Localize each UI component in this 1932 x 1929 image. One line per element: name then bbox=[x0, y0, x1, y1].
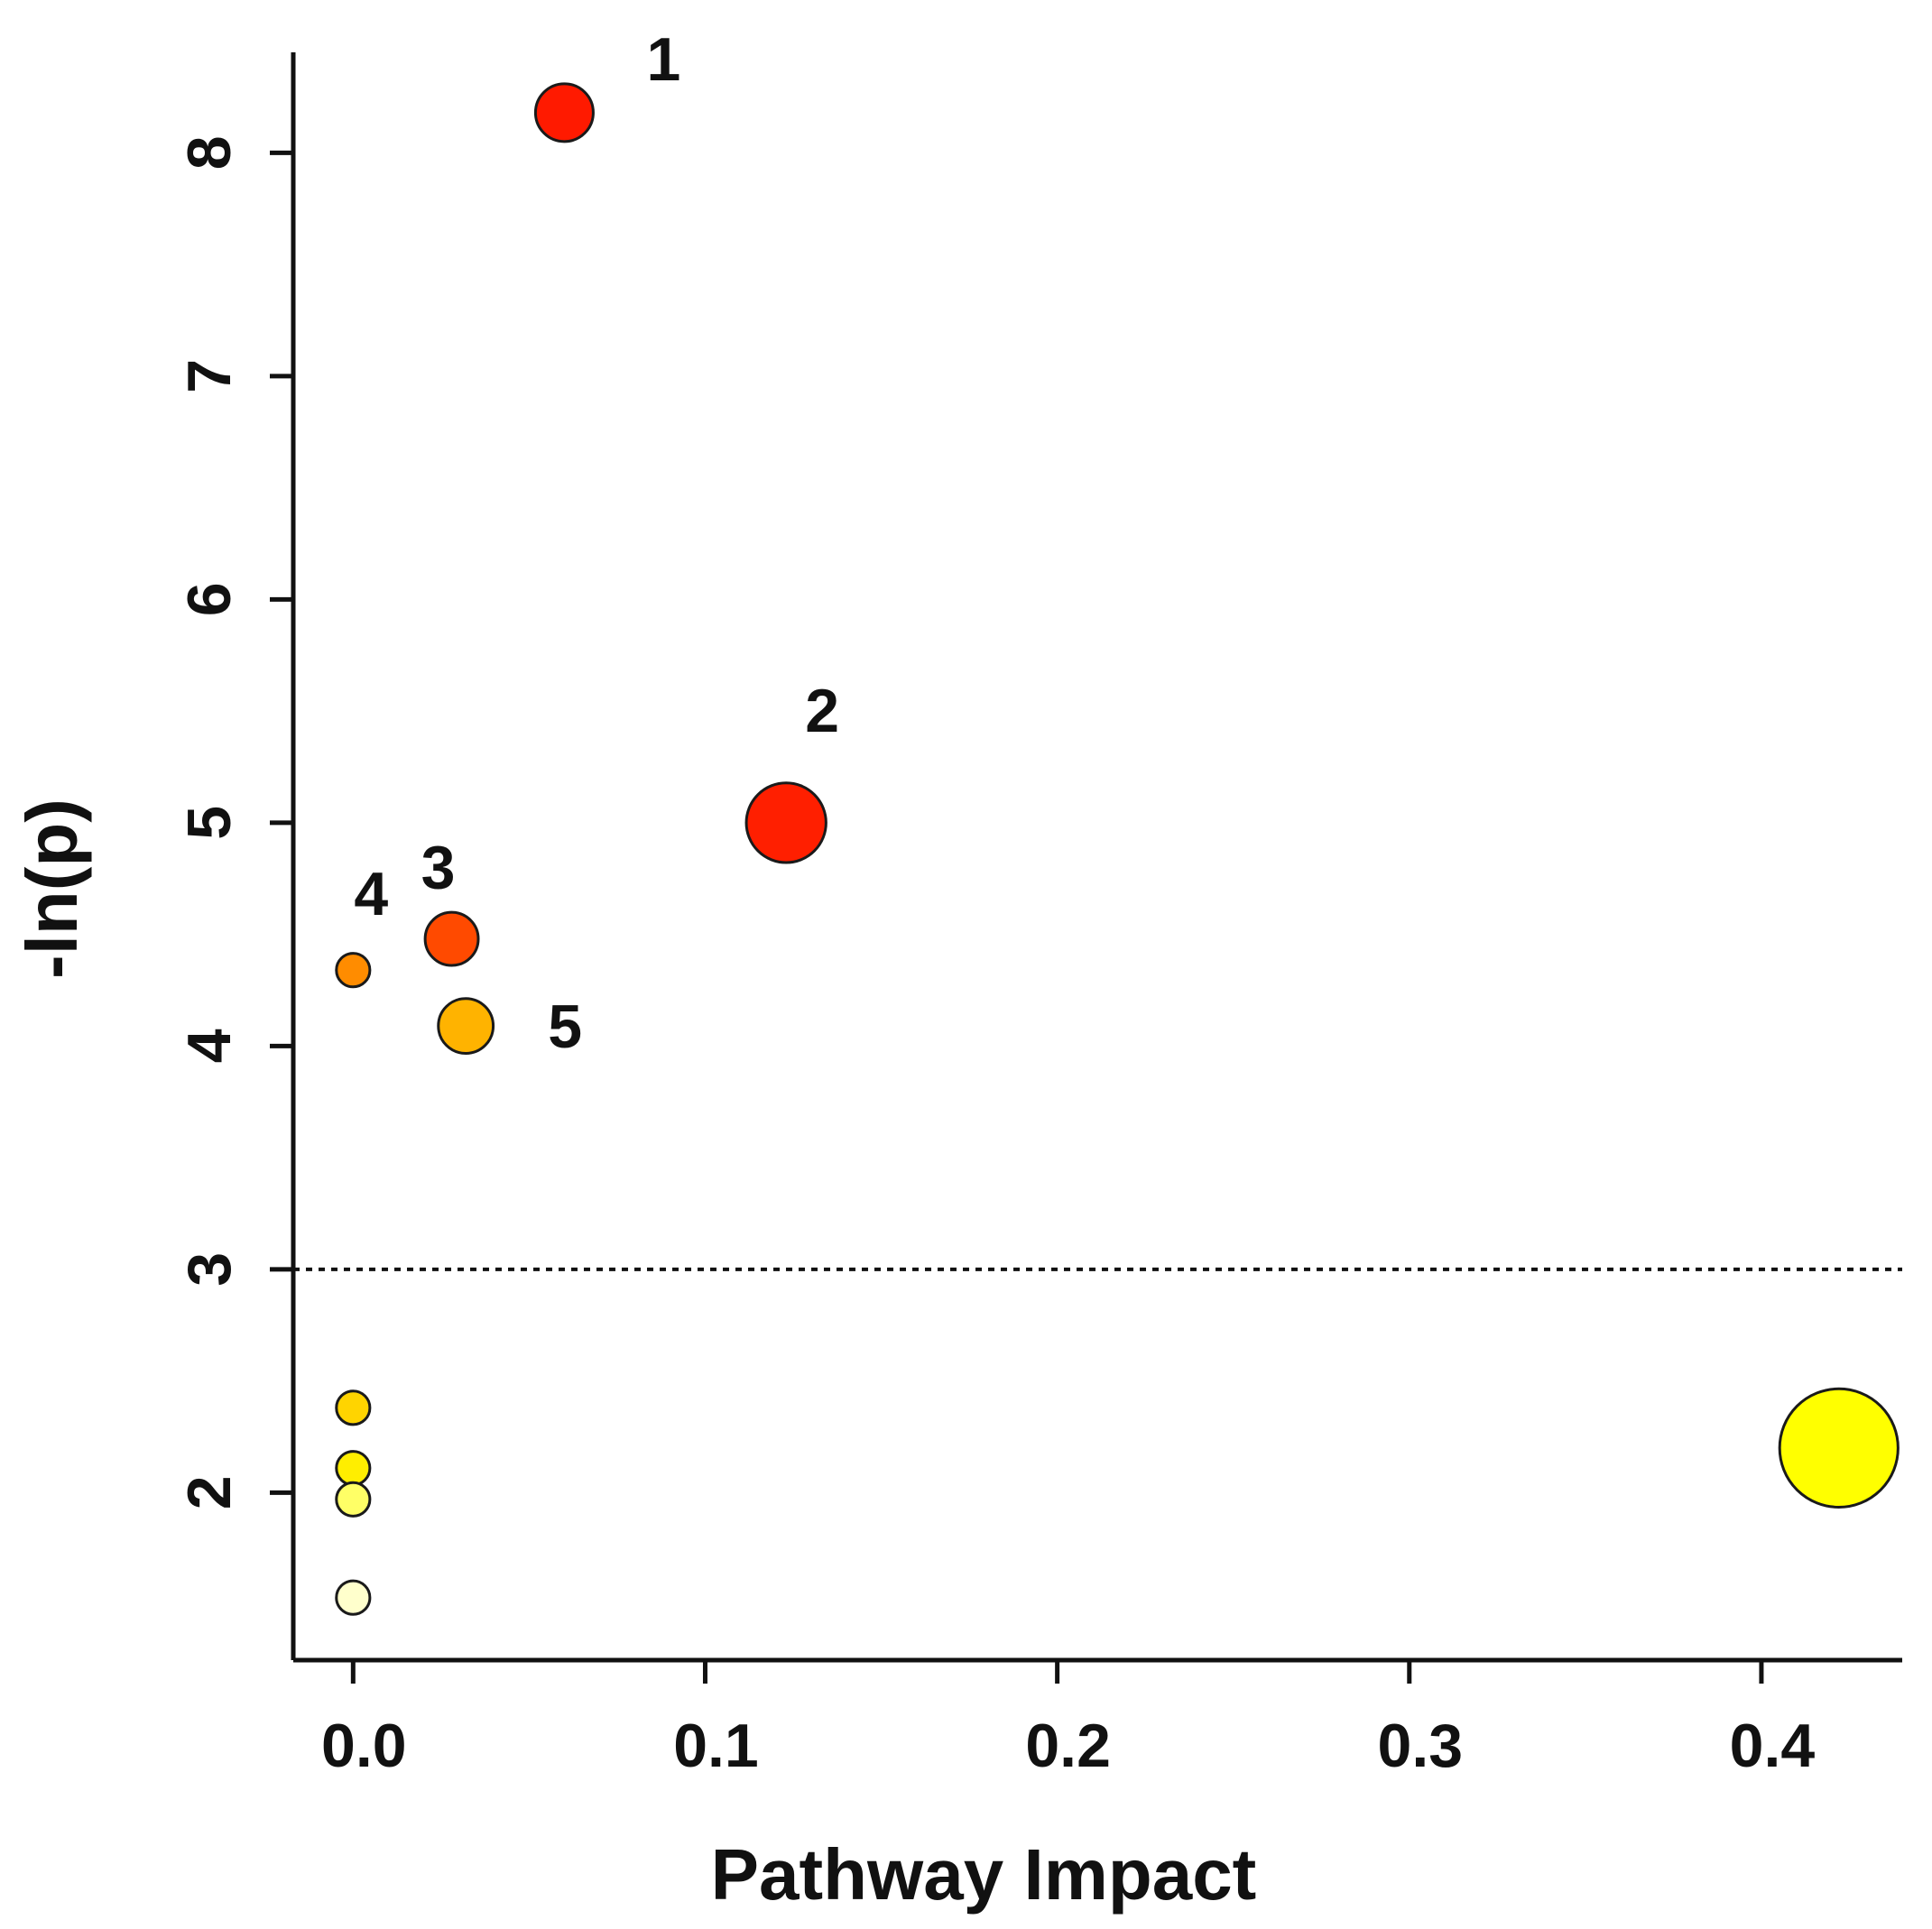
y-tick-label: 4 bbox=[175, 1029, 244, 1063]
data-point bbox=[335, 1450, 372, 1487]
x-tick-label: 0.2 bbox=[1025, 1712, 1111, 1780]
data-point bbox=[533, 82, 595, 143]
y-tick-label: 6 bbox=[175, 582, 244, 616]
point-label: 1 bbox=[647, 25, 681, 94]
x-axis-title: Pathway Impact bbox=[711, 1834, 1257, 1915]
data-point bbox=[437, 997, 495, 1055]
data-point bbox=[335, 952, 372, 989]
data-point bbox=[744, 781, 827, 864]
x-tick-label: 0.4 bbox=[1730, 1712, 1816, 1780]
data-point bbox=[335, 1389, 372, 1426]
point-label: 3 bbox=[421, 834, 456, 902]
y-tick-label: 7 bbox=[175, 359, 244, 393]
data-point bbox=[335, 1481, 372, 1518]
x-tick-label: 0.1 bbox=[673, 1712, 759, 1780]
data-point bbox=[335, 1579, 372, 1616]
point-label: 5 bbox=[548, 992, 582, 1061]
point-label: 4 bbox=[354, 860, 388, 928]
y-tick-label: 8 bbox=[175, 135, 244, 170]
labels-layer: 1 2 34 5 bbox=[354, 25, 839, 1061]
y-tick-label: 2 bbox=[175, 1475, 244, 1509]
y-tick-label: 3 bbox=[175, 1252, 244, 1287]
y-axis-title: -ln(p) bbox=[12, 798, 92, 979]
point-label: 2 bbox=[805, 677, 839, 745]
data-point bbox=[1778, 1387, 1900, 1509]
y-tick-label: 5 bbox=[175, 806, 244, 840]
data-point bbox=[423, 910, 480, 967]
x-tick-label: 0.0 bbox=[321, 1712, 407, 1780]
x-tick-label: 0.3 bbox=[1378, 1712, 1464, 1780]
points-layer bbox=[335, 82, 1900, 1616]
